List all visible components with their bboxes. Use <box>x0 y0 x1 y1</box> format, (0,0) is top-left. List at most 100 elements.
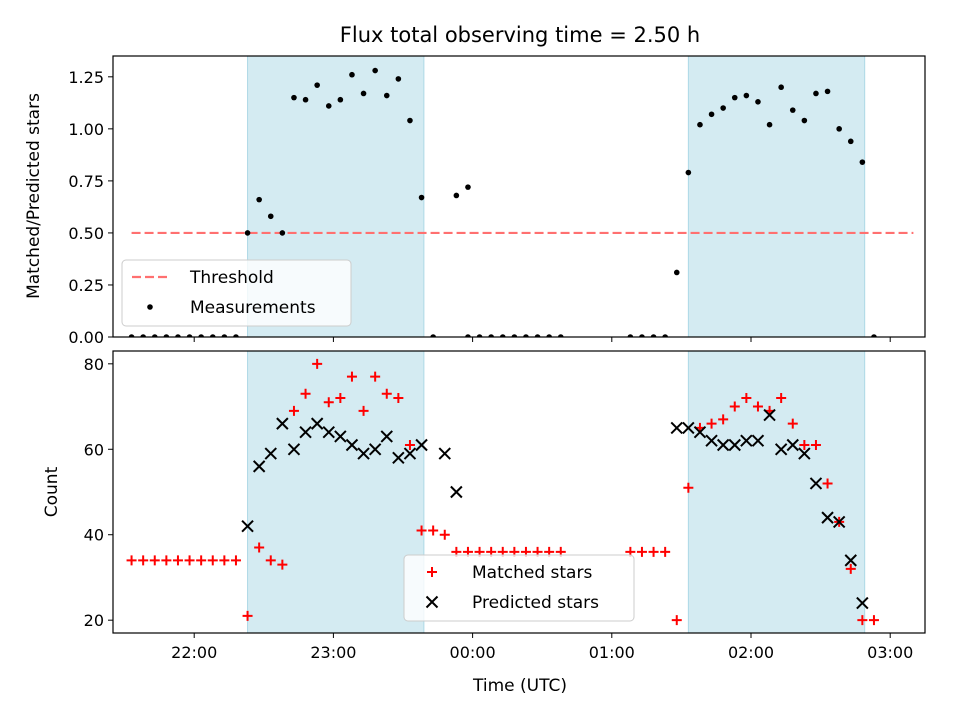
measurements-point-48 <box>731 94 738 101</box>
matched-stars-point-48 <box>729 401 740 412</box>
predicted-stars-point-30 <box>798 447 811 460</box>
measurements-point-24 <box>395 76 402 82</box>
matched-stars-point-22 <box>370 371 381 382</box>
predicted-stars-point-35 <box>856 596 869 610</box>
top-legend: Threshold Measurements <box>121 259 352 327</box>
predicted-stars-point-32 <box>821 511 834 524</box>
measurements-point-15 <box>291 94 297 101</box>
top-axes-frame <box>112 55 926 338</box>
top-y-tick-label-2: 0.25 <box>68 276 104 295</box>
predicted-stars-point-23 <box>716 438 730 452</box>
predicted-stars-point-13 <box>380 430 393 443</box>
measurements-point-19 <box>337 96 344 103</box>
bottom-y-axis-label: Count <box>42 466 62 517</box>
matched-stars-point-27 <box>428 525 439 536</box>
matched-stars-point-52 <box>776 393 787 403</box>
predicted-stars-point-4 <box>276 417 289 430</box>
matched-stars-point-49 <box>741 393 752 403</box>
bottom-x-tick-label-1: 22:00 <box>171 643 217 662</box>
legend-measurements-label: Measurements <box>190 298 316 318</box>
predicted-stars-point-16 <box>415 438 428 452</box>
matched-stars-point-56 <box>822 478 833 489</box>
matched-stars-point-44 <box>683 482 694 493</box>
measurements-point-43 <box>673 269 680 276</box>
matched-stars-point-54 <box>799 440 810 450</box>
measurements-point-34 <box>511 334 518 337</box>
predicted-stars-point-6 <box>299 425 312 439</box>
predicted-stars-point-12 <box>368 443 382 456</box>
measurements-point-57 <box>836 126 842 132</box>
chart-title: Flux total observing time = 2.50 h <box>340 23 700 47</box>
measurements-point-39 <box>627 334 634 337</box>
predicted-stars-point-9 <box>334 430 347 443</box>
matched-stars-point-14 <box>277 559 288 570</box>
predicted-stars-point-34 <box>844 554 857 567</box>
legend-predicted-stars-label: Predicted stars <box>472 593 599 613</box>
measurements-point-38 <box>557 334 564 337</box>
measurements-point-35 <box>523 334 529 337</box>
matched-stars-point-42 <box>660 546 671 557</box>
measurements-point-54 <box>801 117 808 124</box>
top-y-tick-label-6: 1.25 <box>68 68 104 87</box>
top-y-tick-label-3: 0.50 <box>68 224 104 243</box>
matched-stars-point-43 <box>671 615 682 626</box>
bottom-y-tick-label-3: 60 <box>84 440 104 459</box>
bottom-y-tick-label-2: 40 <box>84 526 104 545</box>
top-y-axis-label: Matched/Predicted stars <box>24 93 44 299</box>
predicted-stars-point-20 <box>682 421 695 435</box>
predicted-stars-point-27 <box>763 408 776 422</box>
measurements-point-58 <box>847 138 854 145</box>
matched-stars-point-6 <box>184 555 195 566</box>
top-y-tick-label-4: 0.75 <box>68 172 104 191</box>
measurements-point-41 <box>650 334 657 337</box>
predicted-stars-point-29 <box>786 438 799 452</box>
measurements-point-28 <box>453 192 460 199</box>
matched-stars-point-11 <box>242 610 253 621</box>
x-axis-label: Time (UTC) <box>472 676 567 696</box>
measurements-point-40 <box>639 334 645 337</box>
predicted-stars-point-17 <box>438 447 451 460</box>
measurements-point-3 <box>151 334 158 337</box>
measurements-point-17 <box>314 82 320 88</box>
predicted-stars-point-11 <box>357 447 370 460</box>
predicted-stars-point-21 <box>693 425 707 439</box>
matched-stars-point-7 <box>196 555 207 566</box>
matched-stars-point-58 <box>845 563 856 574</box>
legend-matched-stars-label: Matched stars <box>472 563 592 583</box>
measurements-point-6 <box>186 334 193 337</box>
measurements-point-60 <box>871 334 877 337</box>
measurements-point-32 <box>488 334 494 337</box>
top-observing-band-2 <box>687 55 866 338</box>
measurements-point-22 <box>372 67 378 74</box>
bottom-x-tick-label-5: 02:00 <box>728 643 774 662</box>
bottom-panel: 20 40 60 80 22:00 23:00 00:00 01:00 02:00 03:00 Ma… <box>84 350 926 662</box>
predicted-stars-point-25 <box>740 434 753 447</box>
measurements-point-25 <box>407 117 413 124</box>
legend-threshold-label: Threshold <box>189 268 274 288</box>
bottom-plot-area <box>126 358 879 626</box>
matched-stars-point-18 <box>323 397 334 408</box>
matched-stars-point-1 <box>126 555 137 566</box>
bottom-y-tick-label-4: 80 <box>84 355 104 374</box>
measurements-point-33 <box>499 334 506 337</box>
measurements-point-4 <box>163 334 170 337</box>
measurements-point-14 <box>279 230 286 236</box>
predicted-stars-point-8 <box>322 425 335 439</box>
predicted-stars-point-10 <box>345 438 359 452</box>
bottom-legend: Matched stars Predicted stars <box>403 554 635 622</box>
matched-stars-point-16 <box>300 388 311 399</box>
predicted-stars-point-3 <box>264 447 277 460</box>
measurements-point-46 <box>708 111 715 118</box>
matched-stars-point-3 <box>149 555 160 566</box>
matched-stars-point-25 <box>404 440 415 450</box>
measurements-point-44 <box>685 169 692 176</box>
matched-stars-point-15 <box>288 405 299 416</box>
top-legend-box <box>121 259 352 327</box>
predicted-stars-point-19 <box>670 421 683 435</box>
measurements-point-56 <box>824 88 831 95</box>
measurements-point-26 <box>418 194 425 201</box>
predicted-stars-point-14 <box>392 451 405 465</box>
predicted-stars-point-1 <box>241 519 254 533</box>
predicted-stars-point-26 <box>751 434 765 447</box>
